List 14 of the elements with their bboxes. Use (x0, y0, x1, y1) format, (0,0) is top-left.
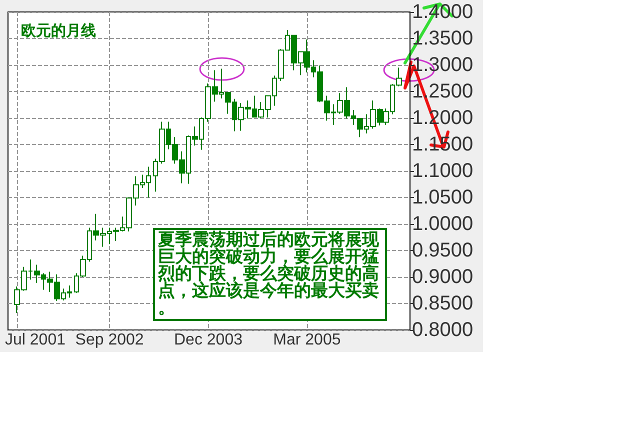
y-tick-label: 0.8000 (412, 319, 474, 341)
y-tick-label: 0.9500 (412, 240, 474, 262)
y-tick-label: 1.1500 (412, 134, 474, 156)
x-tick-label: Sep 2002 (75, 332, 144, 348)
x-tick-label: Mar 2005 (273, 332, 341, 348)
x-tick-label: Jul 2001 (4, 332, 66, 348)
x-tick-label: Dec 2003 (174, 332, 243, 348)
y-tick-label: 1.0500 (412, 186, 474, 208)
y-tick-label: 1.1000 (412, 160, 474, 182)
text: 欧元的月线 (21, 22, 96, 40)
y-tick-label: 0.8500 (412, 292, 474, 314)
y-tick-label: 1.0000 (412, 213, 474, 235)
annotation: 夏季震荡期过后的欧元将展现巨大的突破动力，要么展开猛烈的下跌，要么突破历史的高点，这应该是今年的最大买卖。 (153, 228, 387, 321)
y-tick-label: 0.9000 (412, 266, 474, 288)
